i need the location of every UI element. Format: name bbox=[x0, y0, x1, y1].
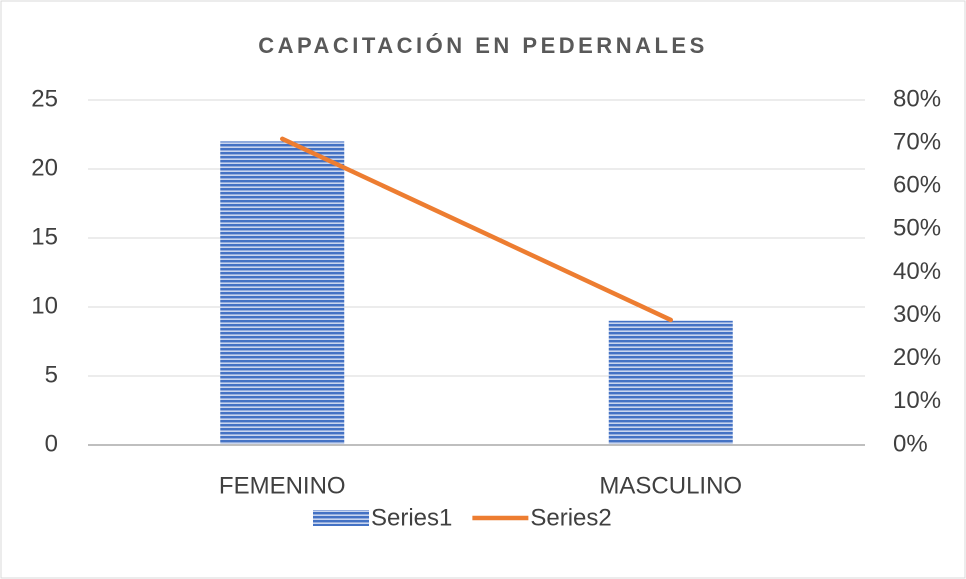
legend-label: Series1 bbox=[371, 504, 452, 531]
y2-tick-label: 20% bbox=[893, 344, 941, 371]
line bbox=[280, 136, 673, 323]
y-tick-label: 10 bbox=[31, 292, 58, 319]
y-tick-label: 5 bbox=[45, 361, 58, 388]
y-tick-label: 15 bbox=[31, 223, 58, 250]
y2-tick-label: 30% bbox=[893, 301, 941, 328]
y-tick-label: 0 bbox=[45, 430, 58, 457]
bar bbox=[608, 320, 733, 445]
y2-tick-label: 10% bbox=[893, 387, 941, 414]
y2-tick-label: 80% bbox=[893, 85, 941, 112]
y-tick-label: 25 bbox=[31, 85, 58, 112]
y2-tick-label: 60% bbox=[893, 172, 941, 199]
y-tick-label: 20 bbox=[31, 154, 58, 181]
x-tick-label: MASCULINO bbox=[599, 472, 742, 499]
bar bbox=[220, 141, 345, 445]
legend-swatch bbox=[313, 510, 369, 526]
legend-label: Series2 bbox=[530, 504, 611, 531]
chart-title: CAPACITACIÓN EN PEDERNALES bbox=[258, 33, 708, 58]
y2-tick-label: 40% bbox=[893, 258, 941, 285]
y2-tick-label: 50% bbox=[893, 215, 941, 242]
x-tick-label: FEMENINO bbox=[219, 472, 346, 499]
y2-tick-label: 70% bbox=[893, 128, 941, 155]
y2-tick-label: 0% bbox=[893, 430, 928, 457]
